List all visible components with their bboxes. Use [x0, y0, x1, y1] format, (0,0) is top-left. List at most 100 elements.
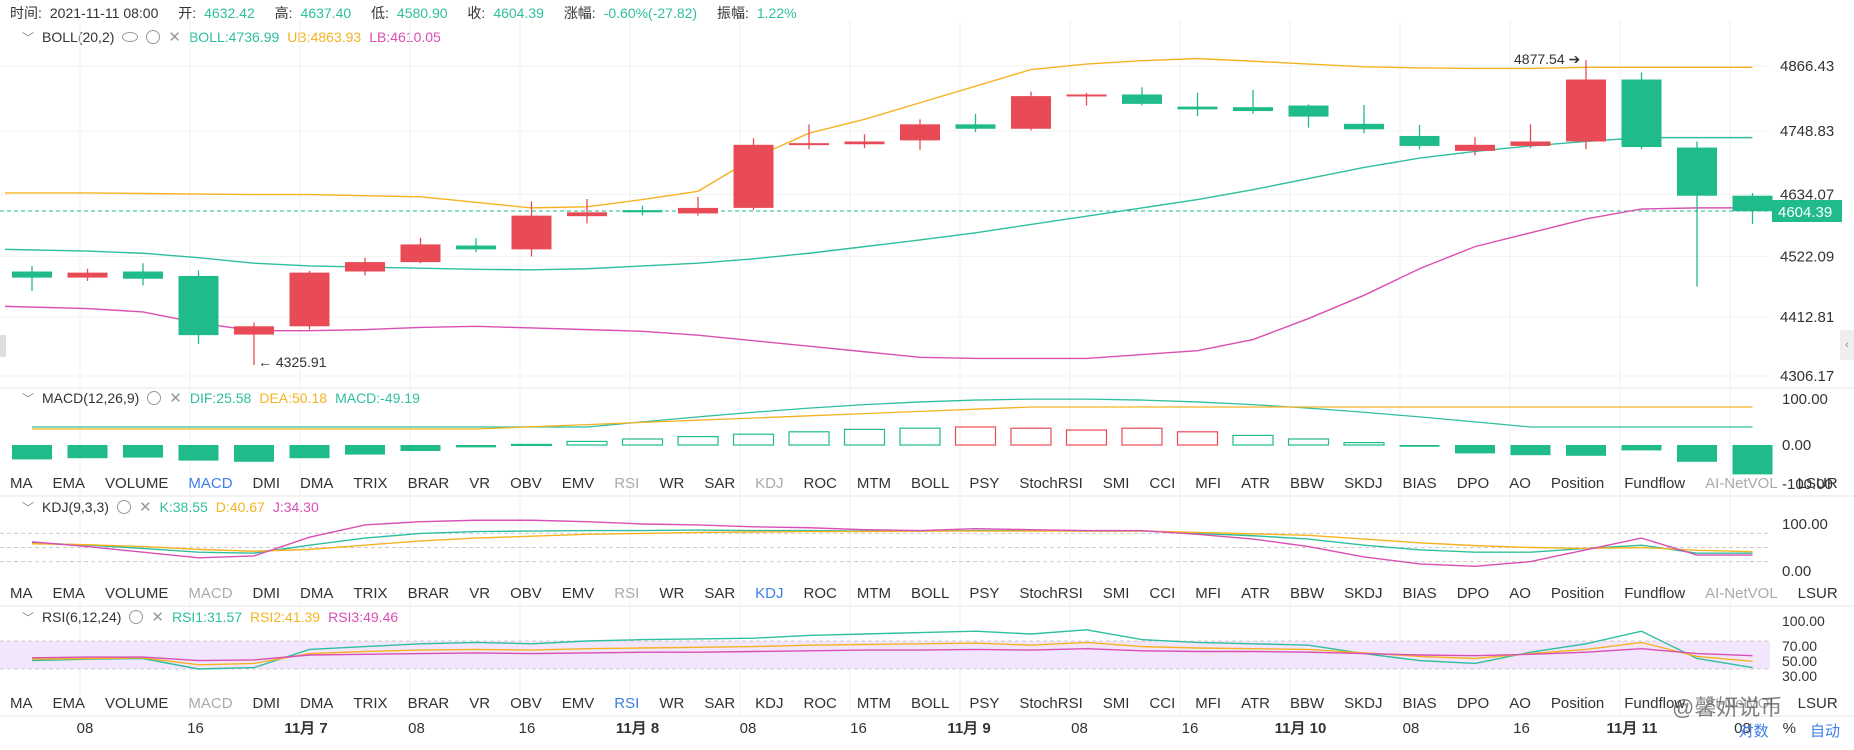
tab-ma[interactable]: MA — [10, 474, 33, 492]
close-icon[interactable]: ✕ — [138, 499, 152, 516]
tab-dma[interactable]: DMA — [300, 584, 334, 602]
tab-ai-netvol[interactable]: AI-NetVOL — [1705, 584, 1778, 602]
tab-bias[interactable]: BIAS — [1402, 584, 1437, 602]
tab-mfi[interactable]: MFI — [1195, 694, 1222, 712]
tab-emv[interactable]: EMV — [561, 694, 595, 712]
tab-kdj[interactable]: KDJ — [755, 694, 784, 712]
tab-volume[interactable]: VOLUME — [105, 694, 169, 712]
tab-kdj[interactable]: KDJ — [755, 584, 784, 602]
tab-bbw[interactable]: BBW — [1289, 584, 1325, 602]
tab-sar[interactable]: SAR — [704, 694, 736, 712]
tab-rsi[interactable]: RSI — [614, 584, 640, 602]
settings-icon[interactable] — [146, 30, 161, 44]
tab-atr[interactable]: ATR — [1241, 474, 1270, 492]
tab-dmi[interactable]: DMI — [252, 474, 281, 492]
tab-smi[interactable]: SMI — [1102, 694, 1130, 712]
tab-skdj[interactable]: SKDJ — [1344, 584, 1383, 602]
tab-bias[interactable]: BIAS — [1402, 474, 1437, 492]
tab-psy[interactable]: PSY — [969, 474, 1000, 492]
tab-fundflow[interactable]: Fundflow — [1624, 584, 1686, 602]
tab-sar[interactable]: SAR — [704, 584, 736, 602]
collapse-chevron-icon[interactable]: ﹀ — [22, 30, 35, 45]
tab-fundflow[interactable]: Fundflow — [1624, 474, 1686, 492]
tab-fundflow[interactable]: Fundflow — [1624, 694, 1686, 712]
tab-stochrsi[interactable]: StochRSI — [1019, 584, 1083, 602]
tab-lsur[interactable]: LSUR — [1797, 474, 1838, 492]
tab-cci[interactable]: CCI — [1149, 474, 1176, 492]
tab-volume[interactable]: VOLUME — [105, 584, 169, 602]
tab-skdj[interactable]: SKDJ — [1344, 474, 1383, 492]
tab-ao[interactable]: AO — [1509, 474, 1531, 492]
tab-mtm[interactable]: MTM — [856, 694, 891, 712]
tab-ma[interactable]: MA — [10, 694, 33, 712]
eye-icon[interactable] — [122, 32, 139, 42]
settings-icon[interactable] — [116, 500, 131, 514]
tab-atr[interactable]: ATR — [1241, 584, 1270, 602]
tab-roc[interactable]: ROC — [803, 694, 837, 712]
close-icon[interactable]: ✕ — [151, 609, 164, 626]
tab-emv[interactable]: EMV — [561, 584, 595, 602]
tab-ao[interactable]: AO — [1509, 694, 1531, 712]
percent-toggle[interactable]: % — [1782, 720, 1796, 737]
tab-wr[interactable]: WR — [659, 694, 685, 712]
tab-mtm[interactable]: MTM — [856, 584, 891, 602]
tab-ema[interactable]: EMA — [52, 584, 86, 602]
tab-ao[interactable]: AO — [1509, 584, 1531, 602]
tab-roc[interactable]: ROC — [803, 474, 837, 492]
tab-mfi[interactable]: MFI — [1195, 474, 1222, 492]
tab-atr[interactable]: ATR — [1241, 694, 1270, 712]
collapse-chevron-icon[interactable]: ﹀ — [22, 500, 35, 515]
tab-trix[interactable]: TRIX — [353, 474, 388, 492]
tab-macd[interactable]: MACD — [188, 694, 233, 712]
tab-skdj[interactable]: SKDJ — [1344, 694, 1383, 712]
tab-brar[interactable]: BRAR — [407, 694, 450, 712]
tab-dpo[interactable]: DPO — [1456, 584, 1490, 602]
tab-ai-netvol[interactable]: AI-NetVOL — [1705, 474, 1778, 492]
tab-rsi[interactable]: RSI — [614, 694, 640, 712]
tab-ema[interactable]: EMA — [52, 694, 86, 712]
tab-bbw[interactable]: BBW — [1289, 694, 1325, 712]
tab-ma[interactable]: MA — [10, 584, 33, 602]
tab-vr[interactable]: VR — [469, 474, 491, 492]
settings-icon[interactable] — [147, 391, 162, 405]
tab-vr[interactable]: VR — [469, 694, 491, 712]
tab-dmi[interactable]: DMI — [252, 694, 281, 712]
tab-macd[interactable]: MACD — [188, 584, 233, 602]
tab-position[interactable]: Position — [1550, 474, 1605, 492]
tab-dma[interactable]: DMA — [300, 694, 334, 712]
tab-dpo[interactable]: DPO — [1456, 694, 1490, 712]
collapse-chevron-icon[interactable]: ﹀ — [22, 610, 35, 625]
tab-dmi[interactable]: DMI — [252, 584, 281, 602]
tab-position[interactable]: Position — [1550, 694, 1605, 712]
tab-volume[interactable]: VOLUME — [105, 474, 169, 492]
tab-position[interactable]: Position — [1550, 584, 1605, 602]
tab-wr[interactable]: WR — [659, 584, 685, 602]
tab-trix[interactable]: TRIX — [353, 584, 388, 602]
tab-boll[interactable]: BOLL — [911, 584, 950, 602]
tab-bias[interactable]: BIAS — [1402, 694, 1437, 712]
tab-mfi[interactable]: MFI — [1195, 584, 1222, 602]
tab-macd[interactable]: MACD — [188, 474, 233, 492]
tab-brar[interactable]: BRAR — [407, 584, 450, 602]
tab-roc[interactable]: ROC — [803, 584, 837, 602]
auto-scale-toggle[interactable]: 自动 — [1809, 723, 1840, 740]
settings-icon[interactable] — [129, 610, 144, 624]
tab-vr[interactable]: VR — [469, 584, 491, 602]
tab-dma[interactable]: DMA — [300, 474, 334, 492]
tab-ai-netvol[interactable]: AI-NetVOL — [1705, 694, 1778, 712]
tab-psy[interactable]: PSY — [969, 694, 1000, 712]
tab-smi[interactable]: SMI — [1102, 474, 1130, 492]
tab-cci[interactable]: CCI — [1149, 584, 1176, 602]
tab-trix[interactable]: TRIX — [353, 694, 388, 712]
tab-obv[interactable]: OBV — [510, 584, 542, 602]
left-scroll-handle[interactable] — [0, 335, 6, 357]
tab-obv[interactable]: OBV — [510, 474, 542, 492]
close-icon[interactable]: ✕ — [169, 390, 182, 407]
tab-cci[interactable]: CCI — [1149, 694, 1176, 712]
tab-stochrsi[interactable]: StochRSI — [1019, 474, 1083, 492]
tab-basis[interactable]: BASIS — [1848, 475, 1854, 492]
tab-lsur[interactable]: LSUR — [1797, 694, 1838, 712]
tab-psy[interactable]: PSY — [969, 584, 1000, 602]
tab-obv[interactable]: OBV — [510, 694, 542, 712]
tab-wr[interactable]: WR — [659, 474, 685, 492]
